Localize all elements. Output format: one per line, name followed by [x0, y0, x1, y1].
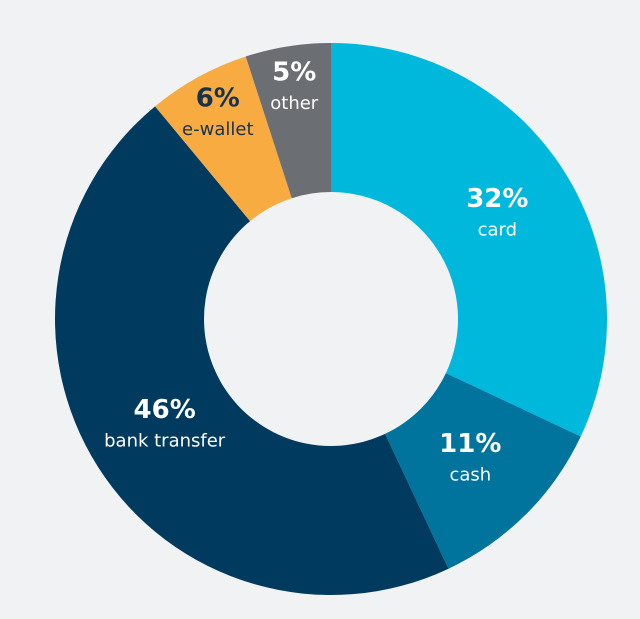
category-label: other [270, 93, 319, 114]
value-label: 6% [196, 84, 240, 114]
category-label: e-wallet [182, 119, 253, 140]
slice [331, 43, 607, 437]
category-label: bank transfer [104, 431, 226, 452]
value-label: 5% [272, 57, 316, 87]
slice [245, 43, 331, 199]
category-label: cash [449, 464, 491, 485]
slice [155, 56, 292, 222]
slice [55, 106, 449, 595]
slice [385, 373, 581, 569]
value-label: 46% [134, 395, 196, 425]
value-label: 11% [439, 429, 501, 459]
value-label: 32% [466, 184, 528, 214]
category-label: card [478, 219, 517, 240]
